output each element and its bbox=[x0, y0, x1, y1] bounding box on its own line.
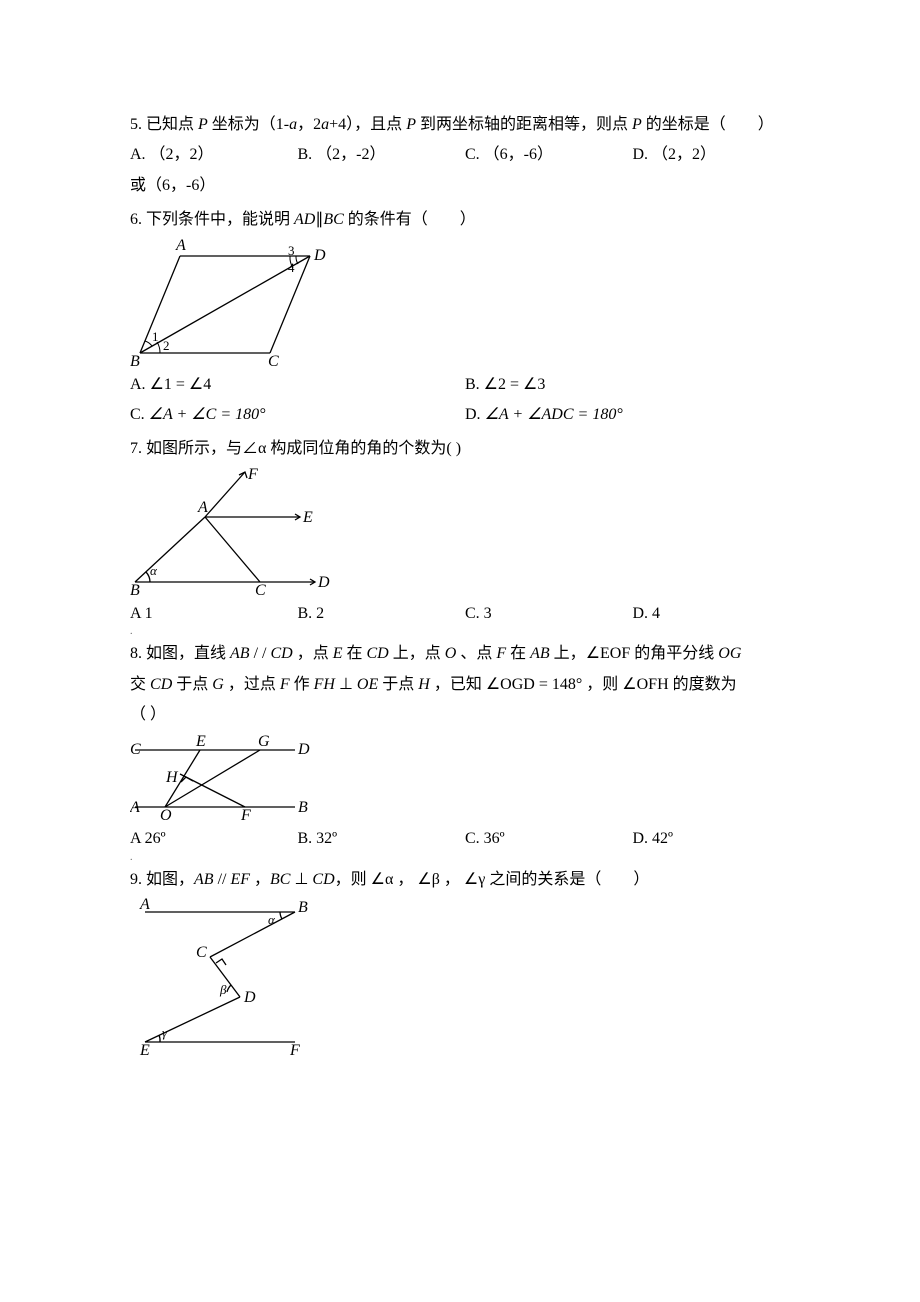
svg-text:H: H bbox=[165, 769, 179, 786]
svg-text:G: G bbox=[258, 733, 270, 750]
svg-text:C: C bbox=[255, 582, 266, 597]
svg-text:4: 4 bbox=[288, 260, 295, 275]
svg-text:F: F bbox=[289, 1042, 300, 1057]
q6-options: A. ∠1 = ∠4 B. ∠2 = ∠3 C. ∠A + ∠C = 180° … bbox=[130, 370, 800, 431]
svg-text:B: B bbox=[130, 582, 140, 597]
question-9: 9. 如图，AB // EF ，BC ⊥ CD，则 ∠α ， ∠β ， ∠γ 之… bbox=[130, 865, 800, 1057]
q6-opt-c: C. ∠A + ∠C = 180° bbox=[130, 400, 465, 430]
svg-text:C: C bbox=[196, 944, 207, 961]
q8-opt-c: C. 36º bbox=[465, 824, 633, 854]
q8-stem-line1: 8. 如图，直线 AB / / CD ，点 E 在 CD 上，点 O 、点 F … bbox=[130, 639, 800, 669]
question-5: 5. 已知点 P 坐标为（1-a，2a+4），且点 P 到两坐标轴的距离相等，则… bbox=[130, 110, 800, 201]
q7-figure: A B C D E F α bbox=[130, 467, 800, 597]
svg-text:F: F bbox=[240, 807, 251, 822]
q7-stem: 7. 如图所示，与∠α 构成同位角的角的个数为( ) bbox=[130, 434, 800, 464]
svg-text:D: D bbox=[317, 574, 330, 591]
svg-text:D: D bbox=[297, 741, 310, 758]
q6-opt-d: D. ∠A + ∠ADC = 180° bbox=[465, 400, 800, 430]
svg-text:B: B bbox=[130, 353, 140, 368]
q5-opt-a: A. （2，2） bbox=[130, 140, 298, 170]
q9-figure: A B C D E F α β γ bbox=[130, 897, 800, 1057]
q7-opt-a: A 1 bbox=[130, 599, 298, 629]
svg-text:E: E bbox=[302, 509, 313, 526]
q5-opt-b: B. （2，-2） bbox=[298, 140, 466, 170]
q7-opt-d: D. 4 bbox=[633, 599, 801, 629]
q7-options: A 1 B. 2 C. 3 D. 4 bbox=[130, 599, 800, 629]
svg-text:γ: γ bbox=[162, 1025, 168, 1040]
q6-stem: 6. 下列条件中，能说明 AD∥BC 的条件有（ ） bbox=[130, 205, 800, 235]
q8-paren: （ ） bbox=[130, 700, 800, 730]
q7-opt-b: B. 2 bbox=[298, 599, 466, 629]
svg-text:C: C bbox=[268, 353, 279, 368]
question-8: 8. 如图，直线 AB / / CD ，点 E 在 CD 上，点 O 、点 F … bbox=[130, 639, 800, 861]
svg-text:3: 3 bbox=[288, 243, 295, 258]
svg-text:B: B bbox=[298, 899, 308, 916]
svg-text:B: B bbox=[298, 799, 308, 816]
q5-options: A. （2，2） B. （2，-2） C. （6，-6） D. （2，2） bbox=[130, 140, 800, 170]
q8-figure: C D A B E G O F H bbox=[130, 732, 800, 822]
svg-text:A: A bbox=[139, 897, 150, 913]
svg-text:C: C bbox=[130, 741, 141, 758]
q7-dot: . bbox=[130, 629, 800, 635]
q8-dot: . bbox=[130, 855, 800, 861]
q9-stem: 9. 如图，AB // EF ，BC ⊥ CD，则 ∠α ， ∠β ， ∠γ 之… bbox=[130, 865, 800, 895]
svg-text:D: D bbox=[313, 247, 326, 264]
svg-text:α: α bbox=[150, 563, 158, 578]
q8-stem-line2: 交 CD 于点 G ，过点 F 作 FH ⊥ OE 于点 H ，已知 ∠OGD … bbox=[130, 670, 800, 700]
svg-text:E: E bbox=[195, 733, 206, 750]
q8-opt-a: A 26º bbox=[130, 824, 298, 854]
question-7: 7. 如图所示，与∠α 构成同位角的角的个数为( ) A B C D E bbox=[130, 434, 800, 635]
q6-opt-a: A. ∠1 = ∠4 bbox=[130, 370, 465, 400]
svg-text:E: E bbox=[139, 1042, 150, 1057]
svg-text:A: A bbox=[130, 799, 140, 816]
q6-figure: A D B C 1 2 3 4 bbox=[130, 238, 800, 368]
svg-text:2: 2 bbox=[163, 338, 170, 353]
svg-text:1: 1 bbox=[152, 329, 159, 344]
svg-text:α: α bbox=[268, 912, 276, 927]
svg-text:O: O bbox=[160, 807, 172, 822]
q5-opt-c: C. （6，-6） bbox=[465, 140, 633, 170]
q8-opt-b: B. 32º bbox=[298, 824, 466, 854]
svg-text:A: A bbox=[197, 499, 208, 516]
svg-text:A: A bbox=[175, 238, 186, 254]
question-6: 6. 下列条件中，能说明 AD∥BC 的条件有（ ） A D B C bbox=[130, 205, 800, 430]
q8-options: A 26º B. 32º C. 36º D. 42º bbox=[130, 824, 800, 854]
svg-text:β: β bbox=[219, 982, 227, 997]
q5-opt-d: D. （2，2） bbox=[633, 140, 801, 170]
svg-text:D: D bbox=[243, 989, 256, 1006]
q5-stem: 5. 已知点 P 坐标为（1-a，2a+4），且点 P 到两坐标轴的距离相等，则… bbox=[130, 110, 800, 140]
q6-opt-b: B. ∠2 = ∠3 bbox=[465, 370, 800, 400]
q5-extra: 或（6，-6） bbox=[130, 171, 800, 201]
q7-opt-c: C. 3 bbox=[465, 599, 633, 629]
q8-opt-d: D. 42º bbox=[633, 824, 801, 854]
svg-text:F: F bbox=[247, 467, 258, 483]
